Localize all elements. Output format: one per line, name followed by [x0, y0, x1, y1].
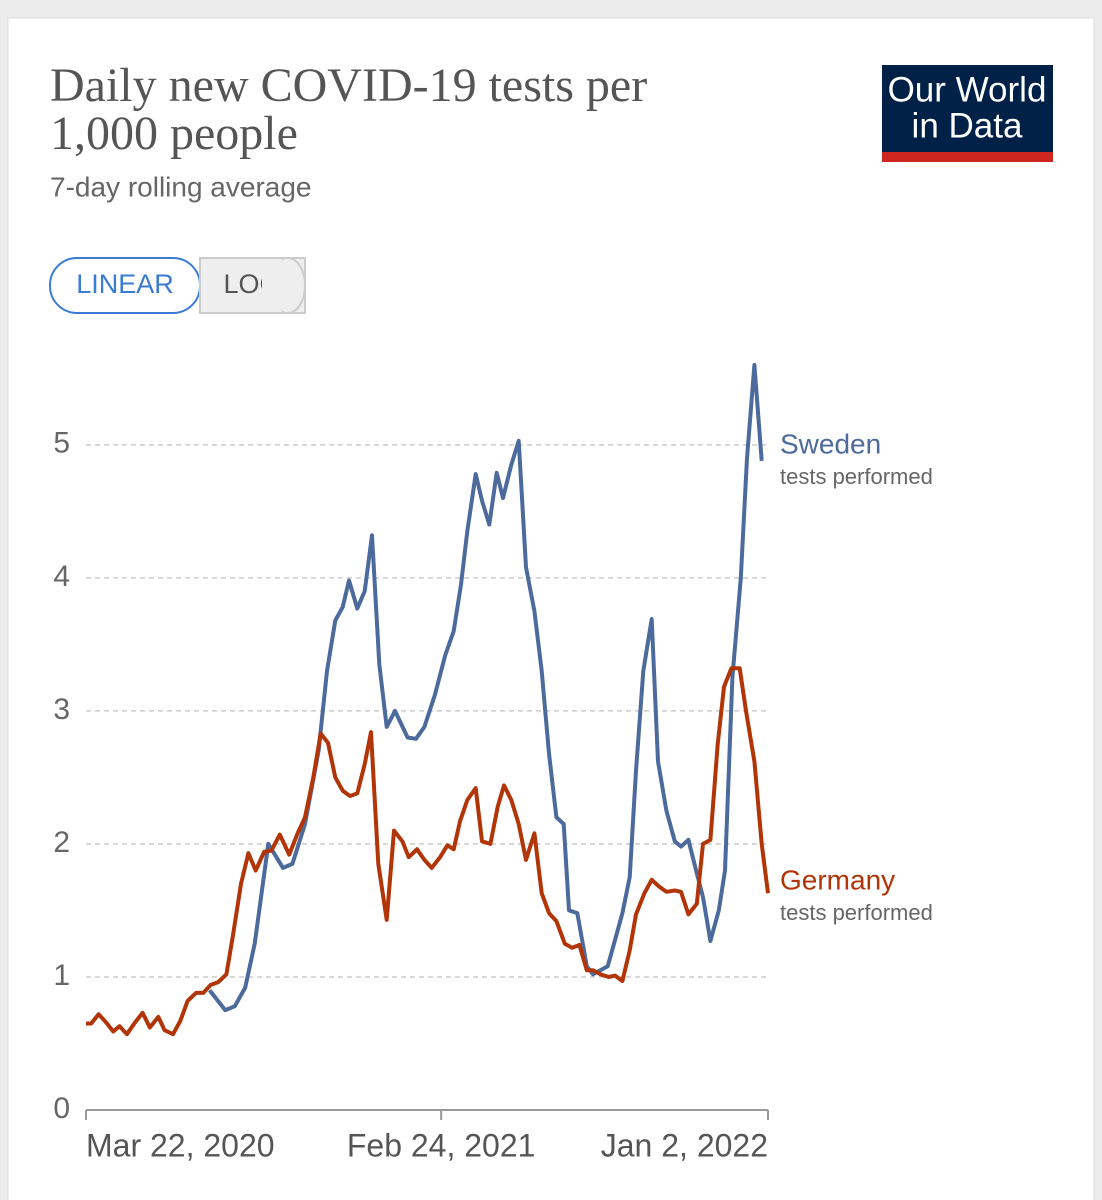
- y-tick-label: 3: [53, 693, 70, 726]
- series-annotation: tests performed: [780, 464, 933, 489]
- scale-button-label[interactable]: LINEAR: [76, 269, 174, 299]
- logo-stripe: [882, 152, 1053, 162]
- series-label: Germany: [780, 864, 895, 895]
- series-line: [208, 363, 764, 1013]
- logo-text: in Data: [912, 106, 1023, 145]
- y-tick-label: 0: [53, 1092, 70, 1125]
- x-tick-label: Jan 2, 2022: [601, 1127, 768, 1163]
- x-tick-label: Feb 24, 2021: [347, 1127, 536, 1163]
- y-tick-label: 5: [53, 427, 70, 460]
- series-annotation: tests performed: [780, 900, 933, 925]
- scale-button-cap-mask: [262, 259, 282, 312]
- series-label: Sweden: [780, 428, 881, 459]
- y-tick-label: 2: [53, 826, 70, 859]
- chart-title: Daily new COVID-19 tests per: [50, 59, 647, 112]
- chart-subtitle: 7-day rolling average: [50, 171, 312, 202]
- x-tick-label: Mar 22, 2020: [86, 1127, 275, 1163]
- series-line: [86, 666, 770, 1037]
- y-tick-label: 1: [53, 959, 70, 992]
- logo: [882, 65, 1053, 155]
- chart-title: 1,000 people: [50, 107, 298, 160]
- card: [7, 17, 1095, 1200]
- logo-text: Our World: [888, 70, 1047, 109]
- y-tick-label: 4: [53, 560, 70, 593]
